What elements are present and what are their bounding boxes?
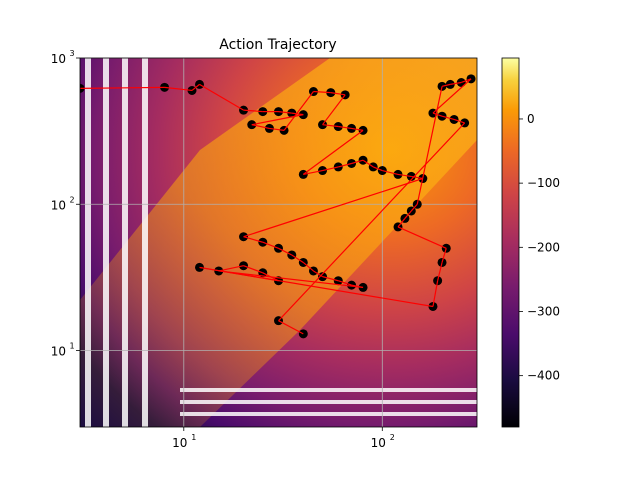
colorbar-tick-label-4: −400 bbox=[527, 369, 560, 383]
heatmap-hgap-2 bbox=[180, 412, 477, 416]
colorbar-gradient bbox=[501, 57, 520, 428]
x-tick-label-0: 10 bbox=[172, 436, 187, 450]
trajectory-segment-17 bbox=[351, 127, 364, 131]
trajectory-segment-11 bbox=[283, 91, 314, 131]
trajectory-segment-26 bbox=[397, 173, 412, 178]
trajectory-segment-54 bbox=[461, 78, 472, 84]
trajectory-segment-9 bbox=[251, 124, 270, 130]
y-tick-exponent-2: 3 bbox=[69, 49, 74, 58]
y-tick-exponent-0: 1 bbox=[69, 342, 74, 351]
trajectory-segment-50 bbox=[410, 203, 418, 212]
trajectory-segment-29 bbox=[243, 236, 263, 243]
trajectory-segment-7 bbox=[291, 112, 304, 116]
trajectory-segment-24 bbox=[372, 166, 383, 172]
chart-title: Action Trajectory bbox=[219, 37, 336, 53]
trajectory-segment-45 bbox=[437, 262, 443, 281]
trajectory-segment-10 bbox=[269, 127, 285, 131]
colorbar-tick-label-1: −100 bbox=[527, 176, 560, 190]
trajectory-segment-20 bbox=[322, 166, 339, 172]
colorbar-ticks: 0 −100 −200 −300 −400 bbox=[519, 112, 560, 383]
colorbar-tick-label-0: 0 bbox=[527, 112, 535, 126]
trajectory-segment-35 bbox=[322, 276, 339, 282]
heatmap-hgap-1 bbox=[180, 400, 477, 404]
trajectory-segment-47 bbox=[397, 226, 447, 249]
heatmap-hgap-0 bbox=[180, 388, 477, 392]
trajectory-segment-19 bbox=[303, 169, 323, 175]
trajectory-segment-58 bbox=[453, 118, 465, 124]
trajectory-segment-48 bbox=[397, 218, 406, 228]
heatmap-gap-stripes bbox=[85, 58, 477, 427]
trajectory-segment-41 bbox=[262, 272, 279, 282]
trajectory-segment-44 bbox=[432, 280, 439, 307]
trajectory-segment-6 bbox=[278, 111, 292, 114]
trajectory-segment-2 bbox=[191, 83, 200, 91]
trajectory-segment-38 bbox=[218, 270, 364, 289]
y-tick-exponent-1: 2 bbox=[69, 195, 74, 204]
data-point-17 bbox=[347, 123, 357, 133]
trajectory-segment-39 bbox=[218, 265, 244, 272]
trajectory-segment-21 bbox=[338, 162, 352, 168]
trajectory-segment-31 bbox=[278, 247, 293, 256]
trajectory-segment-15 bbox=[322, 124, 339, 128]
trajectory-segment-53 bbox=[450, 81, 462, 85]
trajectory-lines bbox=[80, 78, 472, 335]
trajectory-segment-18 bbox=[302, 129, 364, 175]
x-tick-exponent-1: 2 bbox=[390, 433, 395, 442]
grid-lines bbox=[80, 58, 477, 427]
colorbar-tick-label-3: −300 bbox=[527, 304, 560, 318]
x-tick-label-1: 10 bbox=[371, 436, 386, 450]
heatmap-gap-3 bbox=[142, 58, 148, 427]
trajectory-segment-56 bbox=[432, 112, 443, 117]
trajectory-segment-60 bbox=[278, 320, 304, 335]
trajectory-segment-1 bbox=[164, 86, 193, 92]
trajectory-segment-25 bbox=[382, 169, 399, 175]
heatmap-gap-1 bbox=[103, 58, 109, 427]
colorbar: 0 −100 −200 −300 −400 bbox=[501, 57, 560, 428]
trajectory-segment-0 bbox=[80, 86, 165, 89]
trajectory-segment-49 bbox=[404, 210, 412, 219]
plot-area bbox=[80, 58, 477, 427]
trajectory-segment-3 bbox=[199, 83, 244, 111]
heatmap-gap-0 bbox=[85, 58, 91, 427]
trajectory-segment-30 bbox=[262, 241, 279, 249]
trajectory-segment-4 bbox=[243, 109, 263, 113]
trajectory-segment-57 bbox=[441, 115, 455, 121]
y-tick-label-2: 10 bbox=[51, 52, 66, 66]
trajectory-segment-32 bbox=[291, 254, 304, 263]
trajectory-segment-16 bbox=[338, 125, 352, 130]
trajectory-segment-23 bbox=[362, 159, 374, 168]
colorbar-tick-label-2: −200 bbox=[527, 240, 560, 254]
trajectory-segment-22 bbox=[351, 159, 364, 165]
trajectory-segment-33 bbox=[302, 262, 314, 272]
trajectory-segment-59 bbox=[278, 122, 466, 322]
trajectory-segment-43 bbox=[199, 266, 434, 308]
y-tick-label-1: 10 bbox=[51, 198, 66, 212]
plot-frame bbox=[79, 57, 478, 428]
trajectory-segment-55 bbox=[432, 78, 472, 114]
trajectory-segment-40 bbox=[243, 265, 263, 274]
x-axis-ticks: 10 1 10 2 bbox=[172, 427, 395, 450]
trajectory-segment-46 bbox=[441, 248, 447, 263]
y-tick-label-0: 10 bbox=[51, 345, 66, 359]
trajectory-segment-28 bbox=[243, 177, 423, 238]
trajectory-segment-12 bbox=[313, 90, 331, 94]
trajectory-segment-52 bbox=[441, 83, 451, 87]
x-tick-exponent-0: 1 bbox=[191, 433, 196, 442]
trajectory-segment-36 bbox=[338, 280, 352, 286]
trajectory-segment-13 bbox=[330, 92, 346, 96]
heatmap-bright-band bbox=[80, 58, 477, 427]
heatmap-gap-2 bbox=[122, 58, 128, 427]
trajectory-segment-51 bbox=[416, 86, 443, 205]
trajectory-segment-14 bbox=[322, 94, 346, 126]
